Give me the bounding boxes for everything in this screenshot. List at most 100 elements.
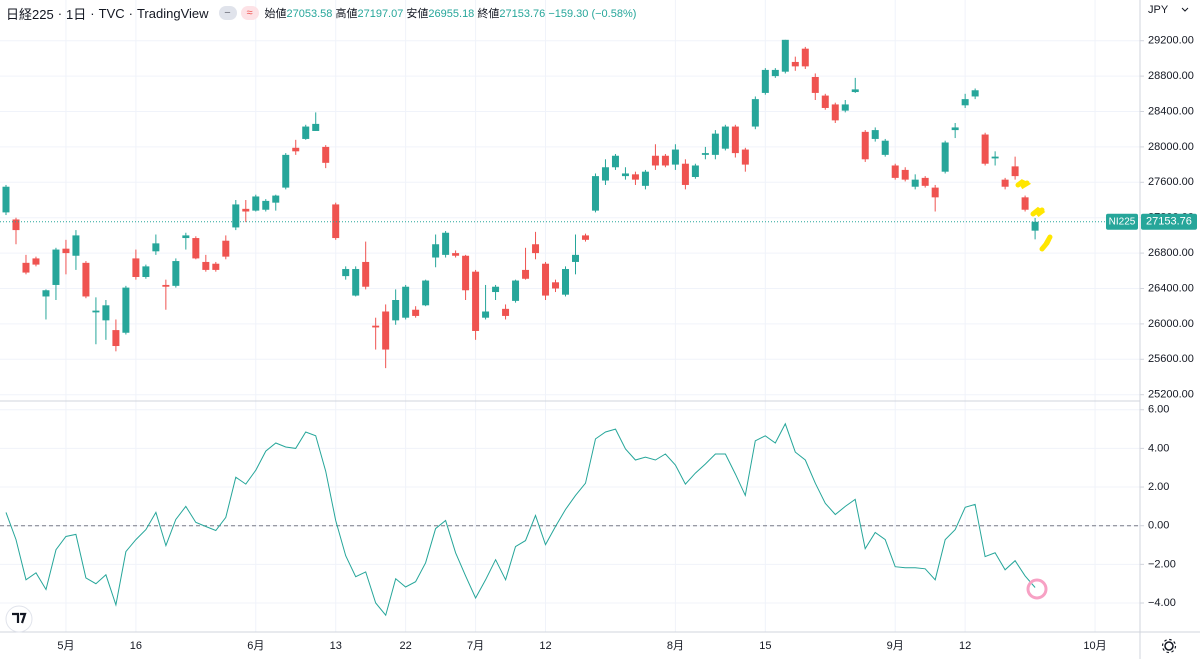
compare-button[interactable]: ≈ bbox=[240, 6, 259, 20]
candle-body bbox=[512, 280, 520, 301]
candle-body bbox=[721, 126, 729, 149]
candle-body bbox=[282, 154, 290, 188]
candle-body bbox=[532, 244, 540, 254]
highlight-circle bbox=[1026, 578, 1048, 600]
candle-body bbox=[82, 262, 90, 297]
settings-icon[interactable] bbox=[1164, 641, 1174, 651]
candle-body bbox=[452, 253, 460, 256]
candle-body bbox=[412, 309, 420, 316]
candle-body bbox=[242, 208, 250, 212]
candle-body bbox=[352, 269, 360, 296]
x-tick-label: 6月 bbox=[247, 640, 264, 652]
candle-body bbox=[42, 290, 50, 297]
candle-body bbox=[2, 186, 10, 213]
candle-body bbox=[631, 174, 639, 180]
candle-body bbox=[72, 235, 80, 256]
candle-body bbox=[442, 232, 450, 255]
y-tick-label: 4.00 bbox=[1148, 442, 1169, 454]
candle-body bbox=[671, 149, 679, 165]
currency-label[interactable]: JPY bbox=[1148, 4, 1169, 16]
hide-button[interactable]: − bbox=[218, 6, 237, 20]
highlight-mark bbox=[1039, 234, 1053, 252]
symbol[interactable]: 日経225 bbox=[6, 6, 54, 22]
candle-body bbox=[252, 196, 260, 211]
candle-body bbox=[212, 263, 220, 270]
candle-body bbox=[562, 269, 570, 295]
x-tick-label: 8月 bbox=[667, 640, 684, 652]
candle-body bbox=[971, 90, 979, 97]
y-tick-label: 28000.00 bbox=[1148, 141, 1194, 153]
x-tick-label: 12 bbox=[539, 640, 551, 652]
candle-body bbox=[611, 155, 619, 168]
candle-body bbox=[152, 243, 160, 252]
candle-body bbox=[122, 287, 130, 333]
last-price-tag bbox=[1141, 213, 1197, 230]
tv-logo-glyph bbox=[12, 612, 27, 624]
candle-body bbox=[312, 123, 320, 131]
settings-icon-teeth bbox=[1161, 638, 1177, 654]
marks bbox=[0, 39, 1140, 617]
candle-body bbox=[522, 269, 530, 279]
candle-body bbox=[951, 127, 959, 131]
candle-body bbox=[142, 266, 150, 277]
y-tick-label: −4.00 bbox=[1148, 597, 1176, 609]
candle-body bbox=[392, 300, 400, 321]
y-tick-label: 27600.00 bbox=[1148, 176, 1194, 188]
y-tick-label: 6.00 bbox=[1148, 404, 1169, 416]
ohlc-label: 高値 bbox=[335, 8, 358, 20]
ohlc-label: 終値 bbox=[477, 8, 500, 20]
candle-body bbox=[402, 286, 410, 318]
highlight-mark bbox=[1030, 206, 1046, 217]
candle-body bbox=[861, 131, 869, 160]
exchange: TVC bbox=[98, 5, 125, 21]
candle-body bbox=[382, 311, 390, 350]
candle-body bbox=[601, 167, 609, 181]
candle-body bbox=[372, 325, 380, 328]
symbol-tag bbox=[1106, 213, 1138, 230]
candle-body bbox=[751, 99, 759, 127]
ohlc-value: 27053.58 bbox=[286, 8, 333, 20]
candle-body bbox=[202, 261, 210, 270]
interval[interactable]: 1日 bbox=[66, 6, 87, 22]
candle-body bbox=[841, 104, 849, 111]
currency-caret bbox=[1181, 7, 1189, 12]
candle-body bbox=[921, 177, 929, 186]
candle-body bbox=[292, 147, 300, 152]
candle-body bbox=[102, 305, 110, 321]
symbol-tag-label: NI225 bbox=[1109, 216, 1136, 227]
x-tick-label: 13 bbox=[330, 640, 342, 652]
ohlc-value: 26955.18 bbox=[428, 8, 475, 20]
candle-body bbox=[731, 126, 739, 154]
candle-body bbox=[472, 271, 480, 331]
candle-body bbox=[32, 258, 40, 265]
ohlc-value: 27153.76 bbox=[499, 8, 546, 20]
y-tick-label: 0.00 bbox=[1148, 520, 1169, 532]
candle-body bbox=[222, 240, 230, 257]
candle-body bbox=[961, 99, 969, 106]
highlight-mark bbox=[1015, 179, 1032, 190]
candle-body bbox=[891, 165, 899, 178]
x-tick-label: 10月 bbox=[1083, 640, 1106, 652]
candle-body bbox=[482, 311, 490, 318]
y-tick-label: 25200.00 bbox=[1148, 389, 1194, 401]
candle-body bbox=[741, 149, 749, 165]
candle-body bbox=[991, 156, 999, 159]
candle-body bbox=[901, 169, 909, 180]
candle-body bbox=[542, 263, 550, 296]
x-tick-label: 7月 bbox=[467, 640, 484, 652]
candle-body bbox=[981, 134, 989, 164]
candle-body bbox=[881, 140, 889, 155]
candle-body bbox=[232, 204, 240, 228]
candle-body bbox=[821, 95, 829, 108]
candle-body bbox=[1011, 166, 1019, 177]
candle-body bbox=[52, 249, 60, 285]
y-tick-label: 2.00 bbox=[1148, 481, 1169, 493]
candle-body bbox=[262, 200, 270, 210]
candle-body bbox=[651, 155, 659, 166]
candle-body bbox=[162, 284, 170, 287]
candle-body bbox=[1001, 179, 1009, 187]
candle-body bbox=[911, 179, 919, 187]
grid bbox=[0, 0, 1140, 632]
